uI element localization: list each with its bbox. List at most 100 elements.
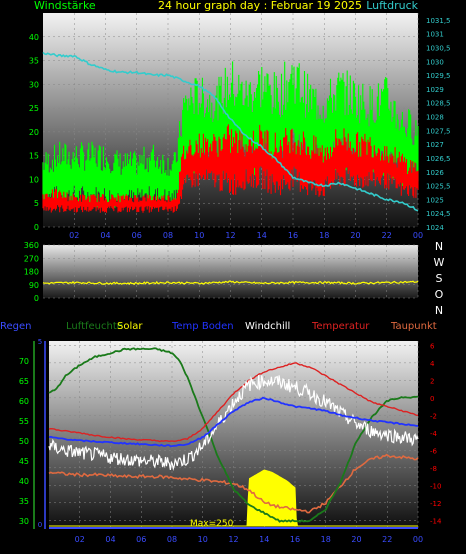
right-tick-label: -2: [430, 412, 437, 420]
legend-windchill: Windchill: [245, 321, 290, 332]
x-tick-label: 08: [163, 231, 173, 240]
series-2: [42, 280, 419, 285]
left-tick-label: 20: [29, 128, 39, 137]
wind-pressure-panel: 02 04 06 08 10 12 14 16 18 20 22 000510152025303540…: [29, 0, 451, 240]
right-tick-label: 1026: [426, 169, 444, 177]
x-tick-label: 04: [100, 231, 110, 240]
left-tick-label: 5: [34, 199, 39, 208]
left-tick-label: 30: [19, 517, 29, 526]
left-tick-label: 270: [24, 254, 39, 263]
left-tick-label: 0: [34, 223, 39, 232]
x-tick-label: 10: [194, 231, 204, 240]
grid-1: [43, 13, 419, 228]
left-tick-label: 35: [29, 57, 39, 66]
left-tick-label: 360: [24, 241, 39, 250]
x-tick-label: 12: [228, 535, 238, 544]
x-tick-label: 14: [259, 535, 269, 544]
x-tick-label: 18: [319, 231, 329, 240]
series-temp-boden-line: [48, 396, 418, 448]
series-temperatur-line: [48, 362, 419, 443]
x-tick-label: 00: [413, 231, 423, 240]
legend-temperatur: Temperatur: [311, 321, 370, 332]
ticks-3: 02 04 06 08 10 12 14 16 18 20 22 003035404550556065…: [19, 338, 442, 544]
left-axis-title: Windstärke: [34, 0, 96, 12]
right-tick-label: 6: [430, 342, 435, 350]
series-taupunkt-line: [48, 453, 419, 514]
x-tick-label: 22: [382, 231, 392, 240]
series-luftdruck-line: [42, 51, 419, 212]
compass-label: O: [435, 288, 444, 301]
x-tick-label: 22: [382, 535, 392, 544]
series-windrichtung-line: [42, 280, 419, 285]
right-tick-label: 2: [430, 377, 434, 385]
legend-luftfeuchte: Luftfeuchte: [66, 321, 123, 332]
right-tick-label: 1026,5: [426, 155, 451, 163]
right-tick-label: 1024: [426, 224, 444, 232]
series-luftfeuchte-line: [48, 347, 419, 523]
compass-label: S: [436, 272, 443, 285]
left-tick-label: 55: [19, 417, 29, 426]
right-tick-label: 1031: [426, 31, 444, 39]
x-tick-label: 16: [290, 535, 300, 544]
x-tick-label: 20: [351, 535, 361, 544]
chart-title: 24 hour graph day : Februar 19 2025: [158, 0, 362, 12]
right-tick-label: -14: [430, 517, 442, 525]
left-tick-label: 40: [19, 477, 29, 486]
left-tick-label: 50: [19, 437, 29, 446]
right-tick-label: 1031,5: [426, 17, 451, 25]
left-tick-label: 10: [29, 175, 39, 184]
right-tick-label: 1025,5: [426, 183, 451, 191]
x-tick-label: 06: [132, 231, 142, 240]
left-tick-label: 45: [19, 457, 29, 466]
inner-tick-label: 0: [38, 521, 42, 529]
left-tick-label: 0: [34, 294, 39, 303]
legend-solar: Solar: [117, 321, 143, 332]
left-tick-label: 40: [29, 33, 39, 42]
right-tick-label: -12: [430, 500, 441, 508]
compass-label: N: [435, 240, 443, 253]
left-tick-label: 15: [29, 152, 39, 161]
x-tick-label: 04: [105, 535, 115, 544]
series-solar-area: [49, 469, 418, 527]
right-tick-label: -8: [430, 465, 437, 473]
solar-max-annotation: Max=250: [190, 519, 234, 529]
right-tick-label: 1028: [426, 114, 444, 122]
right-tick-label: 0: [430, 395, 434, 403]
right-tick-label: -4: [430, 430, 438, 438]
x-tick-label: 00: [413, 535, 423, 544]
right-tick-label: 4: [430, 360, 435, 368]
x-tick-label: 16: [288, 231, 298, 240]
series-windchill-line: [48, 375, 419, 471]
legend-temp-boden: Temp Boden: [171, 321, 234, 332]
left-tick-label: 180: [24, 268, 39, 277]
left-tick-label: 35: [19, 497, 29, 506]
left-tick-label: 25: [29, 104, 39, 113]
legend-regen: Regen: [0, 321, 32, 332]
x-tick-label: 10: [198, 535, 208, 544]
right-tick-label: 1030,5: [426, 45, 451, 53]
x-tick-label: 18: [321, 535, 331, 544]
right-tick-label: -6: [430, 447, 438, 455]
grid-2: [43, 244, 419, 299]
series-1: [42, 51, 419, 213]
right-tick-label: 1029: [426, 86, 444, 94]
right-tick-label: 1027: [426, 141, 444, 149]
right-tick-label: 1027,5: [426, 127, 451, 135]
inner-tick-label: 5: [38, 338, 42, 346]
compass-label: W: [434, 256, 445, 269]
right-tick-label: 1029,5: [426, 72, 451, 80]
x-tick-label: 02: [69, 231, 79, 240]
right-axis-title: Luftdruck: [366, 0, 418, 12]
right-tick-label: 1028,5: [426, 100, 451, 108]
grid-3: [49, 341, 419, 529]
legend-taupunkt: Taupunkt: [390, 321, 437, 332]
x-tick-label: 02: [75, 535, 85, 544]
plot-area-3: [49, 341, 418, 529]
x-tick-label: 08: [167, 535, 177, 544]
right-tick-label: 1025: [426, 196, 444, 204]
series-gust-line: [42, 124, 419, 213]
left-tick-label: 30: [29, 80, 39, 89]
left-tick-label: 70: [19, 357, 29, 366]
